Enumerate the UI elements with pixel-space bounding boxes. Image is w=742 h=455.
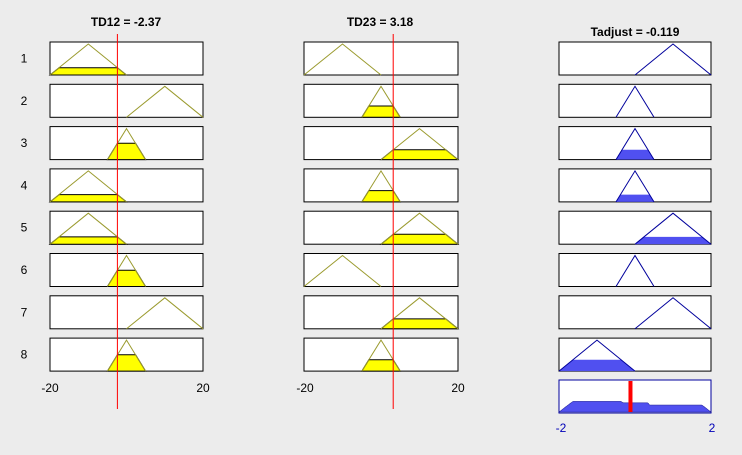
rule-6-input1-cell [49,253,204,287]
output-membership-curve [634,212,712,245]
rule-2-input2-cell [303,83,459,118]
input1-title: TD12 = -2.37 [91,15,162,29]
input-membership-curve [106,339,147,372]
rule-1-output-cell [558,41,712,76]
input-membership-curve [303,254,382,287]
rule-number: 1 [21,52,28,66]
rule-number: 5 [21,221,28,235]
rule-plot-frame [558,253,712,287]
input-membership-curve [49,212,127,245]
rule-1-input1-cell [48,41,204,76]
input-firing-fill [48,194,128,203]
rule-number: 2 [21,94,28,108]
input-value-lines[interactable] [116,34,394,409]
output-membership-curve [615,85,655,118]
input-membership-curve [126,297,204,330]
input-membership-curve [106,254,147,287]
input-membership-curve [49,43,127,76]
output-firing-fill [616,149,654,160]
input-membership-curve [380,297,459,330]
input-membership-curve [380,127,459,160]
input-membership-curve [126,85,204,118]
rule-8-input2-cell [303,337,459,372]
input-firing-fill [379,149,460,161]
input-firing-fill [379,318,460,330]
rule-3-output-cell [558,126,712,161]
rule-7-output-cell [558,295,712,330]
rule-number: 3 [21,136,28,150]
rule-plot-frame [303,41,459,76]
rule-5-input2-cell [303,210,460,245]
rule-1-input2-cell [303,41,459,76]
rule-7-input2-cell [303,295,460,330]
rule-4-input2-cell [303,168,459,203]
rule-number: 8 [21,348,28,362]
rule-number-labels: 1 2 3 4 5 6 7 8 [21,52,28,362]
rule-8-input1-cell [49,337,204,372]
input-firing-fill [48,236,128,245]
input-membership-curve [361,169,401,203]
rule-plot-frame [49,83,204,118]
input-membership-curve [361,339,401,372]
rule-8-output-cell [558,337,712,372]
input-membership-curve [380,212,459,245]
output-membership-curve [615,169,655,203]
rule-plot-frame [558,83,712,118]
input1-axis-max-label: 20 [196,381,210,395]
rule-number: 4 [21,178,28,192]
rule-number: 6 [21,263,28,277]
rule-2-output-cell [558,83,712,118]
input-membership-curve [49,170,127,203]
rule-2-input1-cell [49,83,204,118]
output-firing-fill [635,236,711,245]
output-title: Tadjust = -0.119 [591,25,680,39]
input1-axis-min-label: -20 [41,381,59,395]
input-firing-fill [48,67,128,76]
input2-axis-max-label: 20 [451,381,465,395]
output-membership-curve [634,43,712,76]
rule-5-input1-cell [48,210,204,245]
rule-4-input1-cell [48,168,204,203]
output-firing-fill [616,194,654,202]
rule-plot-frame [303,253,459,287]
output-membership-curve [558,339,636,372]
rule-plot-frame [49,295,204,330]
rule-plot-frame [558,41,712,76]
rule-3-input2-cell [303,126,460,161]
aggregate-output-panel [558,379,712,414]
input2-axis-min-label: -20 [296,381,314,395]
rule-6-output-cell [558,253,712,287]
rule-number: 7 [21,305,28,319]
rule-4-output-cell [558,168,712,203]
output-membership-curve [615,254,655,287]
output-membership-curve [634,297,712,330]
input-membership-curve [106,127,147,160]
output-axis-min-label: -2 [556,421,567,435]
output-firing-fill [559,359,635,372]
rule-6-input2-cell [303,253,459,287]
aggregate-output-area [558,401,712,413]
rule-7-input1-cell [49,295,204,330]
input-membership-curve [361,85,401,118]
input-membership-curve [303,43,382,76]
output-membership-curve [615,127,655,160]
output-axis-max-label: 2 [709,421,716,435]
input-firing-fill [379,233,460,245]
rule-plot-frame [558,295,712,330]
rule-panels [48,41,712,372]
input2-title: TD23 = 3.18 [347,15,414,29]
rule-3-input1-cell [49,126,204,161]
rule-5-output-cell [558,210,712,245]
